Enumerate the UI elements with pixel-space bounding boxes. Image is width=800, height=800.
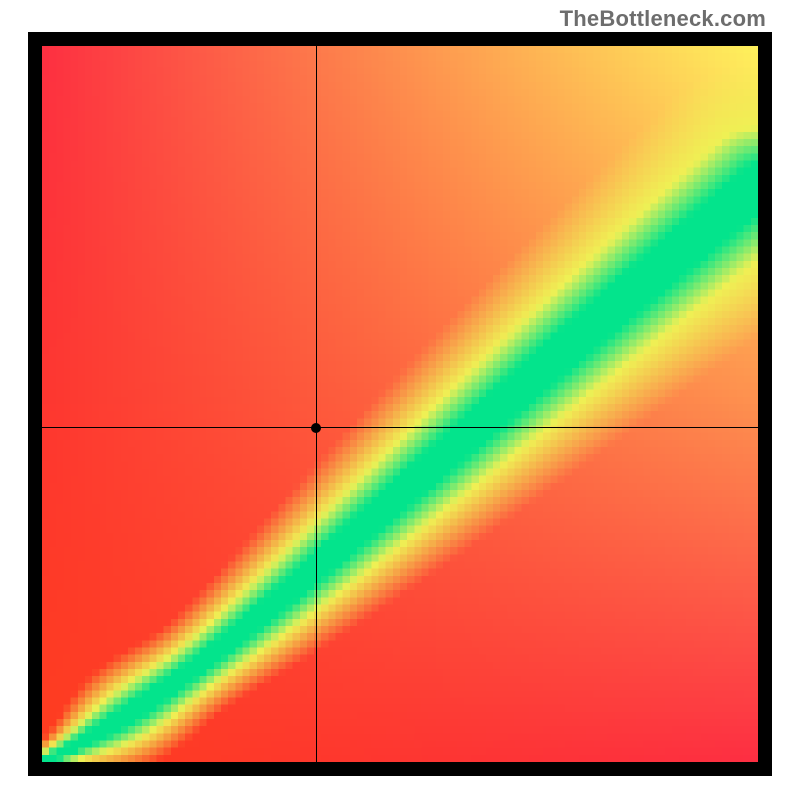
watermark-text: TheBottleneck.com	[560, 6, 766, 32]
chart-frame: TheBottleneck.com	[0, 0, 800, 800]
heatmap-canvas	[42, 46, 758, 762]
